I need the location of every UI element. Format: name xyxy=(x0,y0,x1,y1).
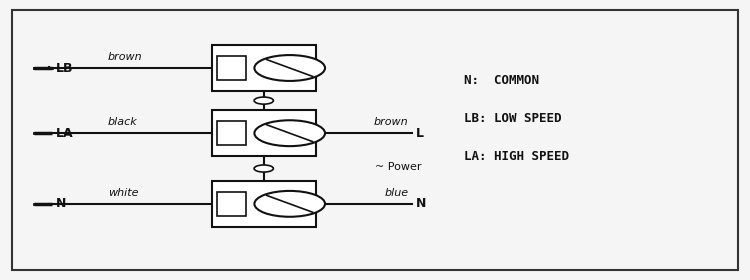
FancyBboxPatch shape xyxy=(211,45,316,91)
Text: blue: blue xyxy=(384,188,409,198)
Text: LB: LB xyxy=(56,62,74,74)
Text: brown: brown xyxy=(374,117,409,127)
Text: N: N xyxy=(416,197,426,210)
Text: black: black xyxy=(108,117,138,127)
Text: LA: HIGH SPEED: LA: HIGH SPEED xyxy=(464,150,569,163)
FancyBboxPatch shape xyxy=(211,181,316,227)
Text: white: white xyxy=(108,188,139,198)
Text: L: L xyxy=(416,127,424,140)
FancyBboxPatch shape xyxy=(217,121,246,145)
Text: LA: LA xyxy=(56,127,74,140)
FancyBboxPatch shape xyxy=(211,110,316,156)
Circle shape xyxy=(254,191,325,217)
FancyBboxPatch shape xyxy=(11,10,739,270)
Circle shape xyxy=(254,120,325,146)
Text: LB: LOW SPEED: LB: LOW SPEED xyxy=(464,112,562,125)
Circle shape xyxy=(254,55,325,81)
Circle shape xyxy=(254,97,274,104)
Text: brown: brown xyxy=(108,52,142,62)
Circle shape xyxy=(254,165,274,172)
Text: N: N xyxy=(56,197,67,210)
FancyBboxPatch shape xyxy=(217,56,246,80)
Text: ~ Power: ~ Power xyxy=(375,162,422,172)
FancyBboxPatch shape xyxy=(217,192,246,216)
Text: N:  COMMON: N: COMMON xyxy=(464,74,539,87)
